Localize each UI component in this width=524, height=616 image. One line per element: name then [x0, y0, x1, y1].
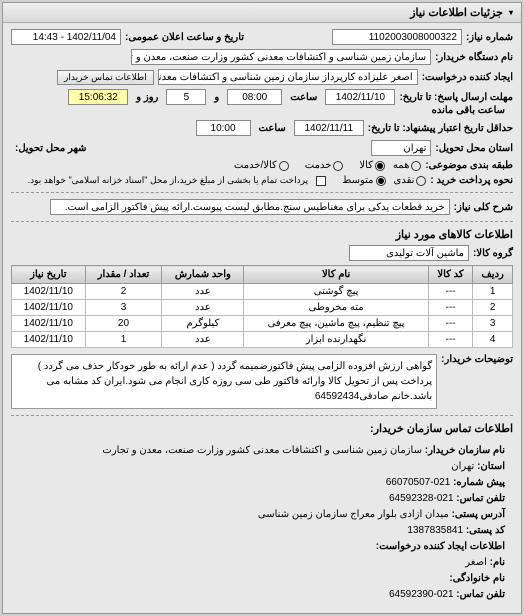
announce-label: تاریخ و ساعت اعلان عمومی: — [125, 32, 244, 43]
countdown-field: 15:06:32 — [68, 89, 128, 105]
remain-label: ساعت باقی مانده — [432, 105, 505, 116]
opt-all-radio[interactable]: همه — [393, 160, 421, 171]
need-title-label: شرح کلی نیاز: — [454, 202, 513, 213]
panel-title: جزئیات اطلاعات نیاز — [410, 6, 503, 19]
expire-date[interactable]: 1402/11/11 — [294, 120, 364, 136]
opt-cash-radio[interactable]: نقدی — [394, 175, 427, 186]
collapse-icon[interactable]: ▾ — [509, 8, 513, 17]
opt-service-radio[interactable]: خدمت — [305, 160, 344, 171]
need-title-field: خرید قطعات یدکی برای مغناطیس سنج.مطابق ل… — [50, 199, 450, 215]
pay-note: پرداخت تمام یا بخشی از مبلغ خرید،از محل … — [28, 175, 308, 186]
need-no-label: شماره نیاز: — [466, 32, 513, 43]
table-row: 1---پیچ گوشتیعدد21402/11/10 — [12, 284, 513, 300]
days-remain-field: 5 — [166, 89, 206, 105]
delivery-province-label: استان محل تحویل: — [435, 143, 513, 154]
pkg-label: طبقه بندی موضوعی: — [425, 160, 513, 171]
group-field: ماشین آلات تولیدی — [349, 245, 469, 261]
expire-time[interactable]: 10:00 — [196, 120, 251, 136]
requester-label: ایجاد کننده درخواست: — [422, 72, 513, 83]
group-label: گروه کالا: — [473, 248, 513, 259]
goods-table: ردیف کد کالا نام کالا واحد شمارش تعداد /… — [11, 265, 513, 348]
opt-goods-radio[interactable]: کالا — [359, 160, 385, 171]
desc-box: گواهی ارزش افزوده الزامی پیش فاکتورضمیمه… — [11, 354, 437, 409]
deadline-date[interactable]: 1402/11/10 — [325, 89, 395, 105]
deadline-time[interactable]: 08:00 — [227, 89, 282, 105]
opt-medium-radio[interactable]: متوسط — [342, 175, 385, 186]
details-panel: ▾ جزئیات اطلاعات نیاز شماره نیاز: 110200… — [2, 2, 522, 614]
contact-block: نام سازمان خریدار: سازمان زمین شناسی و ا… — [11, 439, 513, 607]
opt-goods-service-radio[interactable]: کالا/خدمت — [234, 160, 289, 171]
col-unit: واحد شمارش — [162, 266, 244, 284]
delivery-city-label: شهر محل تحویل: — [15, 143, 87, 154]
time-label-1: ساعت — [290, 92, 317, 103]
col-name: نام کالا — [244, 266, 428, 284]
col-qty: تعداد / مقدار — [85, 266, 162, 284]
pay-note-check[interactable] — [316, 176, 326, 186]
need-no-field: 1102003008000322 — [332, 29, 462, 45]
announce-field: 1402/11/04 - 14:43 — [11, 29, 121, 45]
and-label: و — [214, 92, 219, 103]
desc-label: توضیحات خریدار: — [441, 354, 513, 365]
deadline-expire-label: حداقل تاریخ اعتبار پیشنهاد: تا تاریخ: — [368, 123, 513, 134]
table-row: 3---پیچ تنظیم، پیچ ماشین، پیچ معرفیکیلوگ… — [12, 316, 513, 332]
panel-header: ▾ جزئیات اطلاعات نیاز — [3, 3, 521, 23]
col-row: ردیف — [473, 266, 513, 284]
buyer-field: سازمان زمین شناسی و اکتشافات معدنی کشور … — [131, 49, 431, 65]
col-code: کد کالا — [428, 266, 473, 284]
table-row: 2---مته مخروطیعدد31402/11/10 — [12, 300, 513, 316]
deadline-send-label: مهلت ارسال پاسخ: تا تاریخ: — [399, 92, 513, 103]
contact-section-title: اطلاعات تماس سازمان خریدار: — [370, 422, 513, 435]
col-date: تاریخ نیاز — [12, 266, 86, 284]
days-label: روز و — [136, 92, 158, 103]
pay-label: نحوه پرداخت خرید : — [430, 175, 513, 186]
delivery-province-field: تهران — [371, 140, 431, 156]
table-row: 4---نگهدارنده ابزارعدد11402/11/10 — [12, 332, 513, 348]
goods-section-title: اطلاعات کالاهای مورد نیاز — [396, 228, 513, 241]
time-label-2: ساعت — [259, 123, 286, 134]
requester-field: اصغر علیزاده کارپرداز سازمان زمین شناسی … — [158, 69, 418, 85]
contact-info-button[interactable]: اطلاعات تماس خریدار — [57, 70, 154, 85]
buyer-label: نام دستگاه خریدار: — [435, 52, 513, 63]
